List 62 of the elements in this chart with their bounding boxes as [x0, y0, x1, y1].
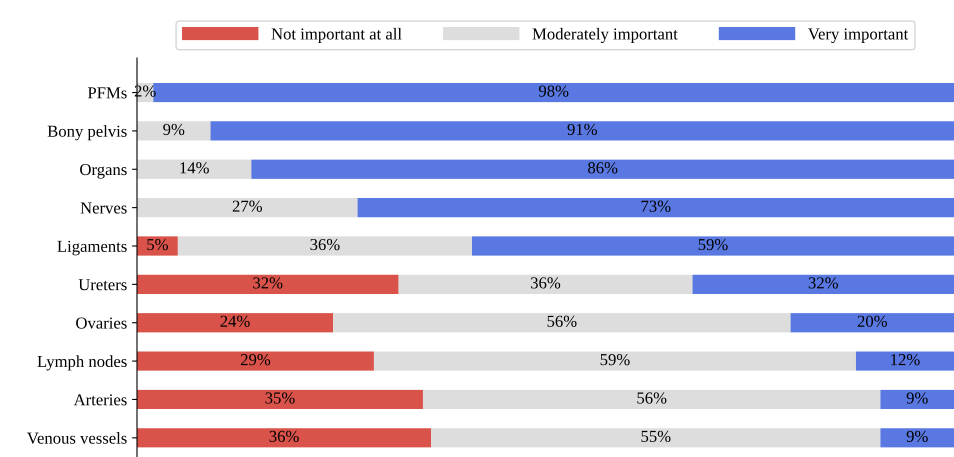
legend-label: Not important at all — [272, 28, 402, 43]
data-label: 59% — [600, 354, 630, 366]
data-label: 12% — [891, 354, 920, 366]
bar — [137, 390, 423, 410]
y-tick-label: Bony pelvis — [48, 125, 127, 140]
y-tick-label: Ovaries — [76, 317, 127, 329]
bar — [374, 351, 856, 371]
bar — [422, 390, 880, 410]
data-label: 32% — [808, 277, 838, 289]
legend-label: Moderately important — [532, 28, 678, 43]
data-label: 20% — [858, 316, 888, 327]
data-label: 9% — [906, 392, 928, 404]
bar — [856, 351, 954, 371]
data-label: 59% — [698, 238, 728, 250]
data-label: 5% — [147, 238, 168, 250]
data-label: 32% — [253, 277, 282, 289]
data-label: 35% — [265, 392, 295, 404]
bar — [178, 236, 472, 256]
bar — [880, 428, 954, 448]
data-label: 29% — [240, 354, 270, 366]
y-tick-label: PFMs — [88, 87, 127, 98]
y-tick-label: Nerves — [80, 202, 127, 214]
bar — [137, 313, 334, 332]
bar — [251, 160, 954, 179]
bar — [431, 428, 880, 448]
y-tick-label: Ureters — [78, 279, 127, 290]
bar — [137, 121, 211, 140]
data-label: 86% — [588, 162, 618, 174]
y-tick-label: Venous vessels — [27, 432, 127, 444]
data-label: 36% — [310, 238, 340, 250]
data-label: 36% — [270, 430, 299, 442]
y-tick-label: Organs — [80, 164, 127, 179]
y-tick-label: Arteries — [74, 394, 127, 406]
data-label: 14% — [180, 162, 209, 174]
bar — [137, 351, 374, 371]
data-label: 73% — [642, 200, 670, 212]
bar — [137, 160, 252, 179]
data-label: 9% — [163, 124, 184, 136]
bar — [358, 198, 954, 218]
y-tick-label: Ligaments — [57, 240, 127, 256]
data-label: 56% — [548, 316, 577, 327]
data-label: 56% — [637, 392, 666, 404]
y-tick-label: Lymph nodes — [37, 355, 127, 370]
data-label: 27% — [232, 200, 262, 212]
bar — [472, 236, 954, 256]
bar — [333, 313, 791, 332]
bar — [880, 390, 954, 410]
data-label: 24% — [220, 316, 250, 327]
bar — [210, 121, 954, 140]
bar — [137, 198, 358, 218]
data-label: 36% — [531, 277, 560, 289]
legend-label: Very important — [808, 28, 908, 43]
bar — [137, 274, 398, 294]
bar — [398, 274, 693, 294]
data-label: 9% — [906, 430, 928, 442]
data-label: 91% — [568, 124, 597, 136]
bar — [790, 313, 954, 332]
bar — [137, 236, 178, 256]
bar — [137, 428, 432, 448]
data-label: 55% — [641, 430, 670, 442]
data-label: 98% — [538, 85, 568, 97]
bar — [692, 274, 954, 294]
